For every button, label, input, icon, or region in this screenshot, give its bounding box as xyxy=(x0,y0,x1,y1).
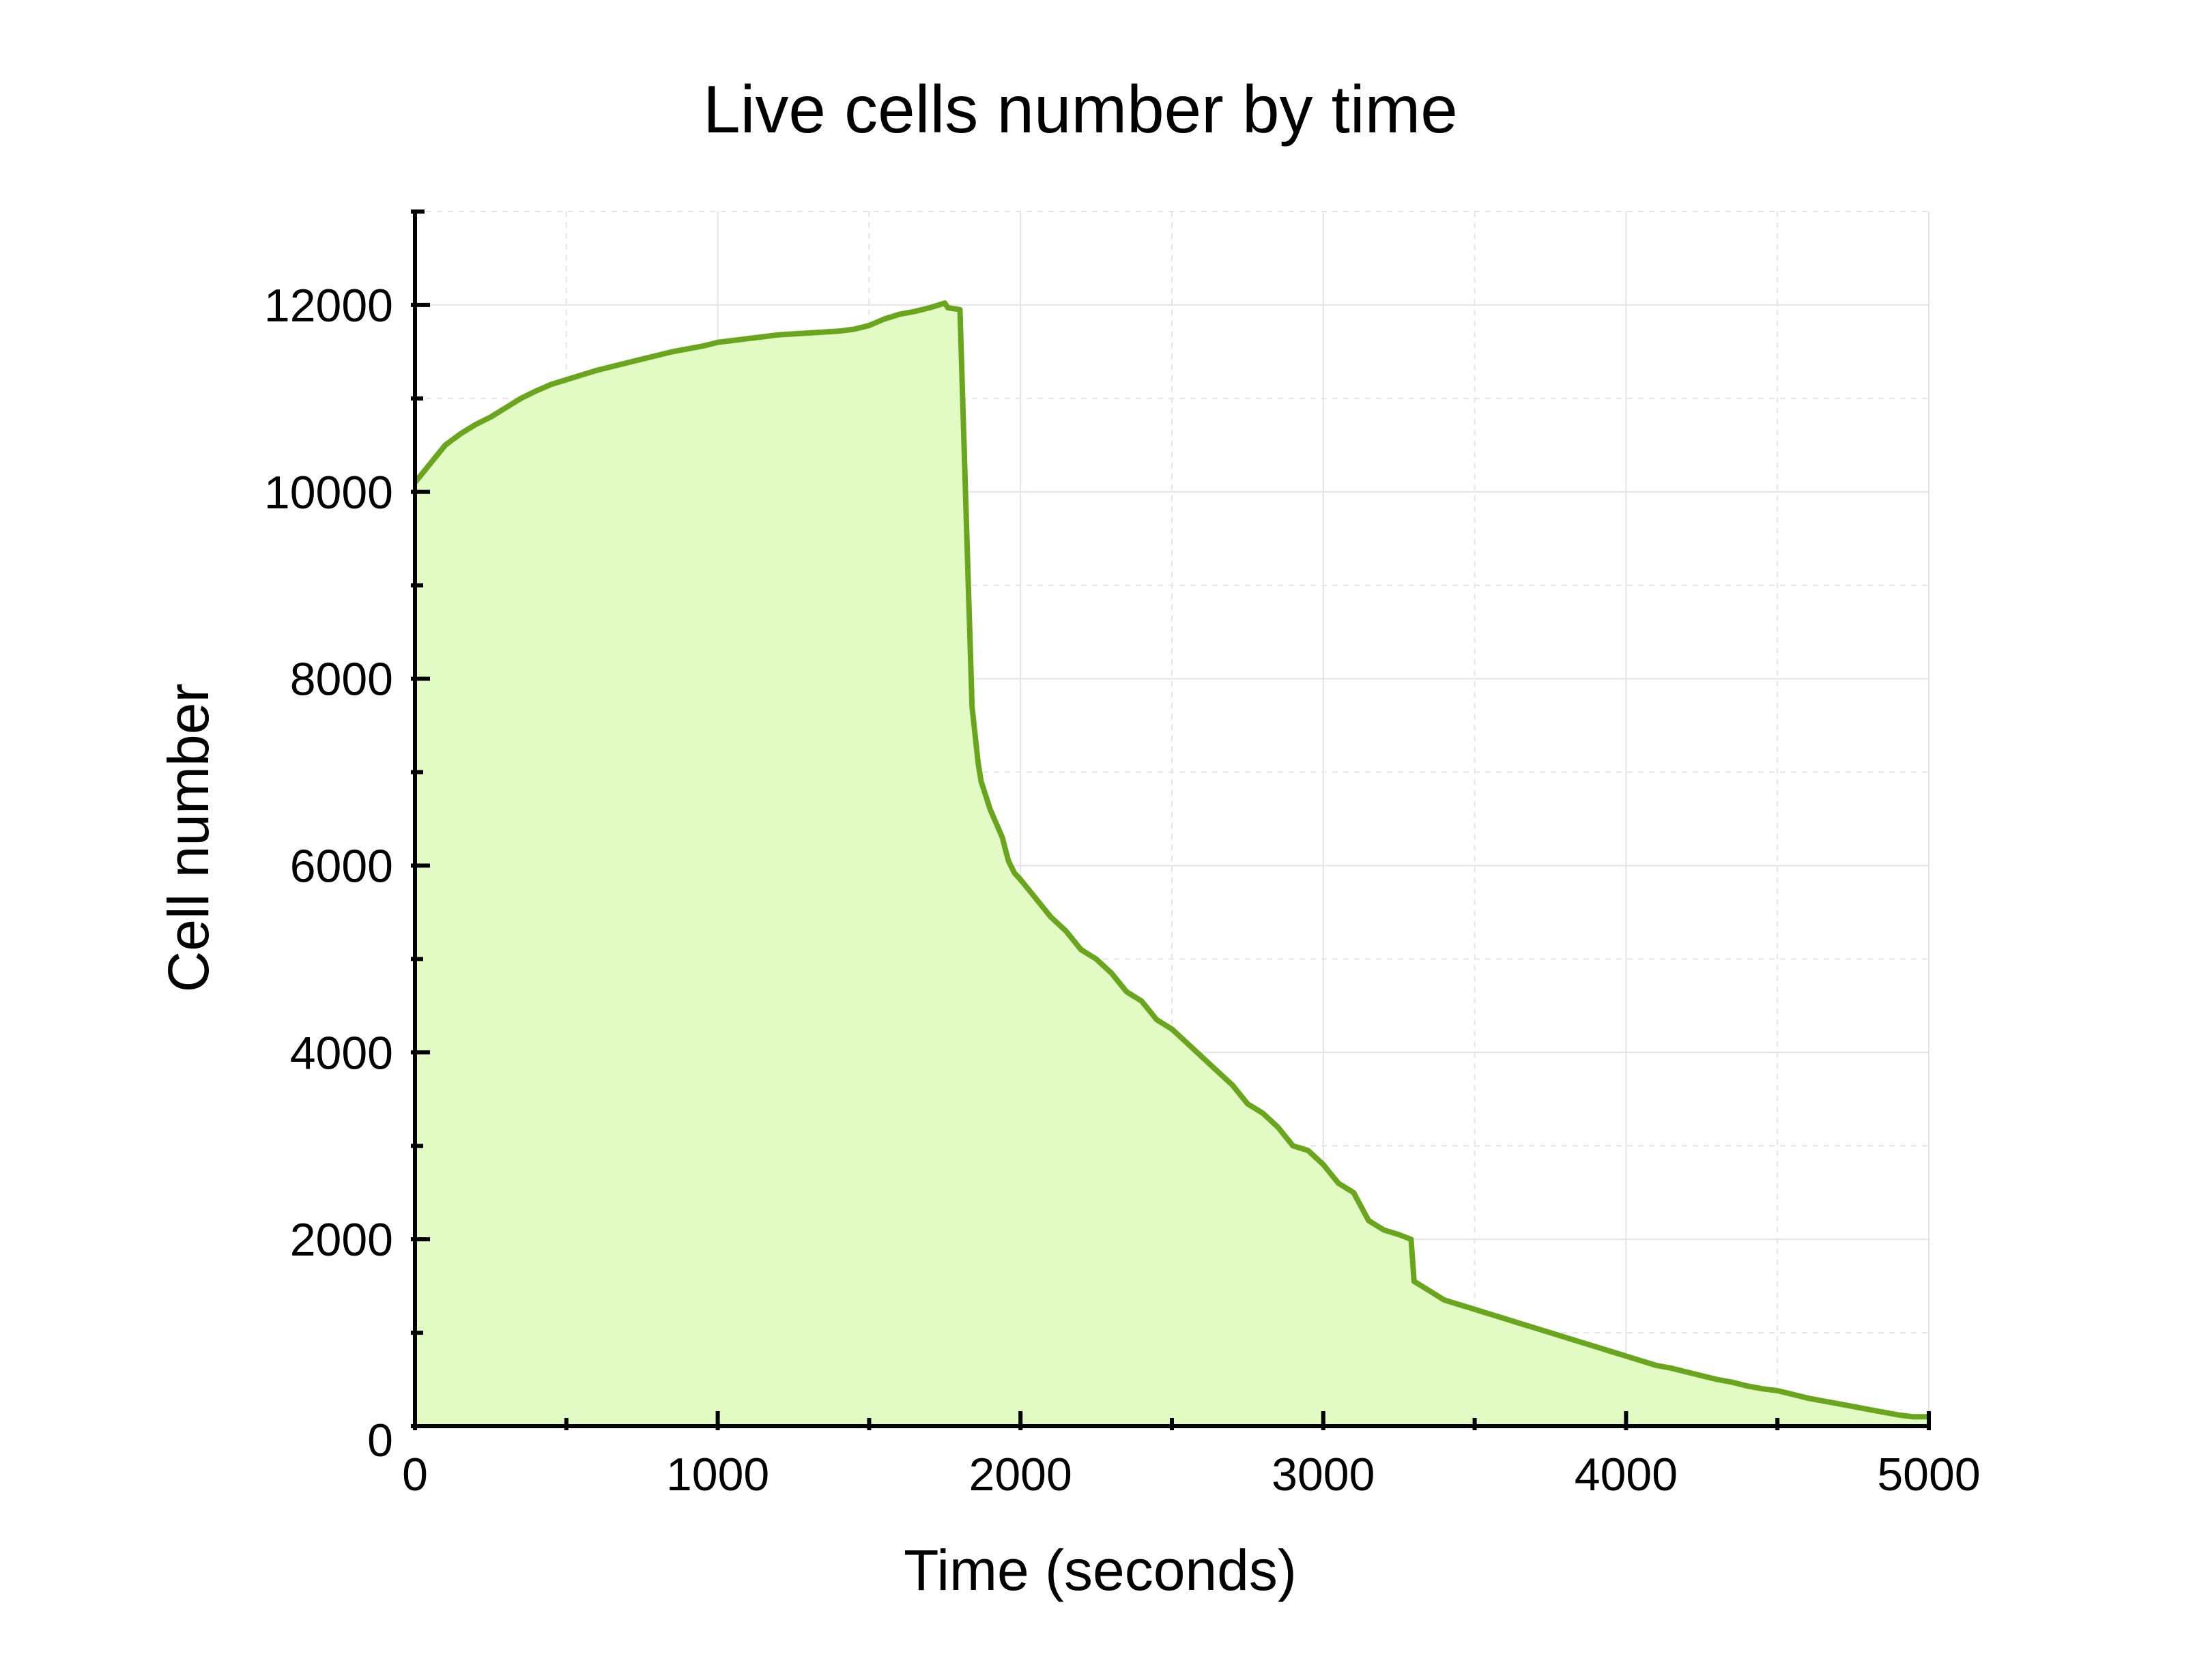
x-tick-label: 0 xyxy=(402,1449,428,1501)
y-tick-label: 10000 xyxy=(264,467,393,519)
x-axis-label: Time (seconds) xyxy=(904,1538,1297,1602)
y-tick-label: 6000 xyxy=(290,840,393,892)
x-tick-label: 4000 xyxy=(1575,1449,1678,1501)
y-tick-label: 12000 xyxy=(264,280,393,332)
y-tick-label: 2000 xyxy=(290,1214,393,1266)
x-tick-label: 5000 xyxy=(1877,1449,1980,1501)
y-tick-label: 4000 xyxy=(290,1027,393,1079)
axes xyxy=(411,209,1931,1430)
tick-labels: 0 1000 2000 3000 4000 5000 0 2000 4000 6000 8000 10… xyxy=(264,280,1981,1501)
x-tick-label: 1000 xyxy=(666,1449,769,1501)
series-line xyxy=(412,300,1929,1420)
plot-area xyxy=(412,300,1929,1427)
y-tick-label: 0 xyxy=(367,1415,393,1466)
series-area-fill xyxy=(415,303,1929,1427)
x-tick-label: 3000 xyxy=(1272,1449,1375,1501)
x-tick-label: 2000 xyxy=(969,1449,1072,1501)
chart-title: Live cells number by time xyxy=(703,72,1458,147)
y-tick-label: 8000 xyxy=(290,654,393,706)
y-axis-label: Cell number xyxy=(156,684,220,993)
